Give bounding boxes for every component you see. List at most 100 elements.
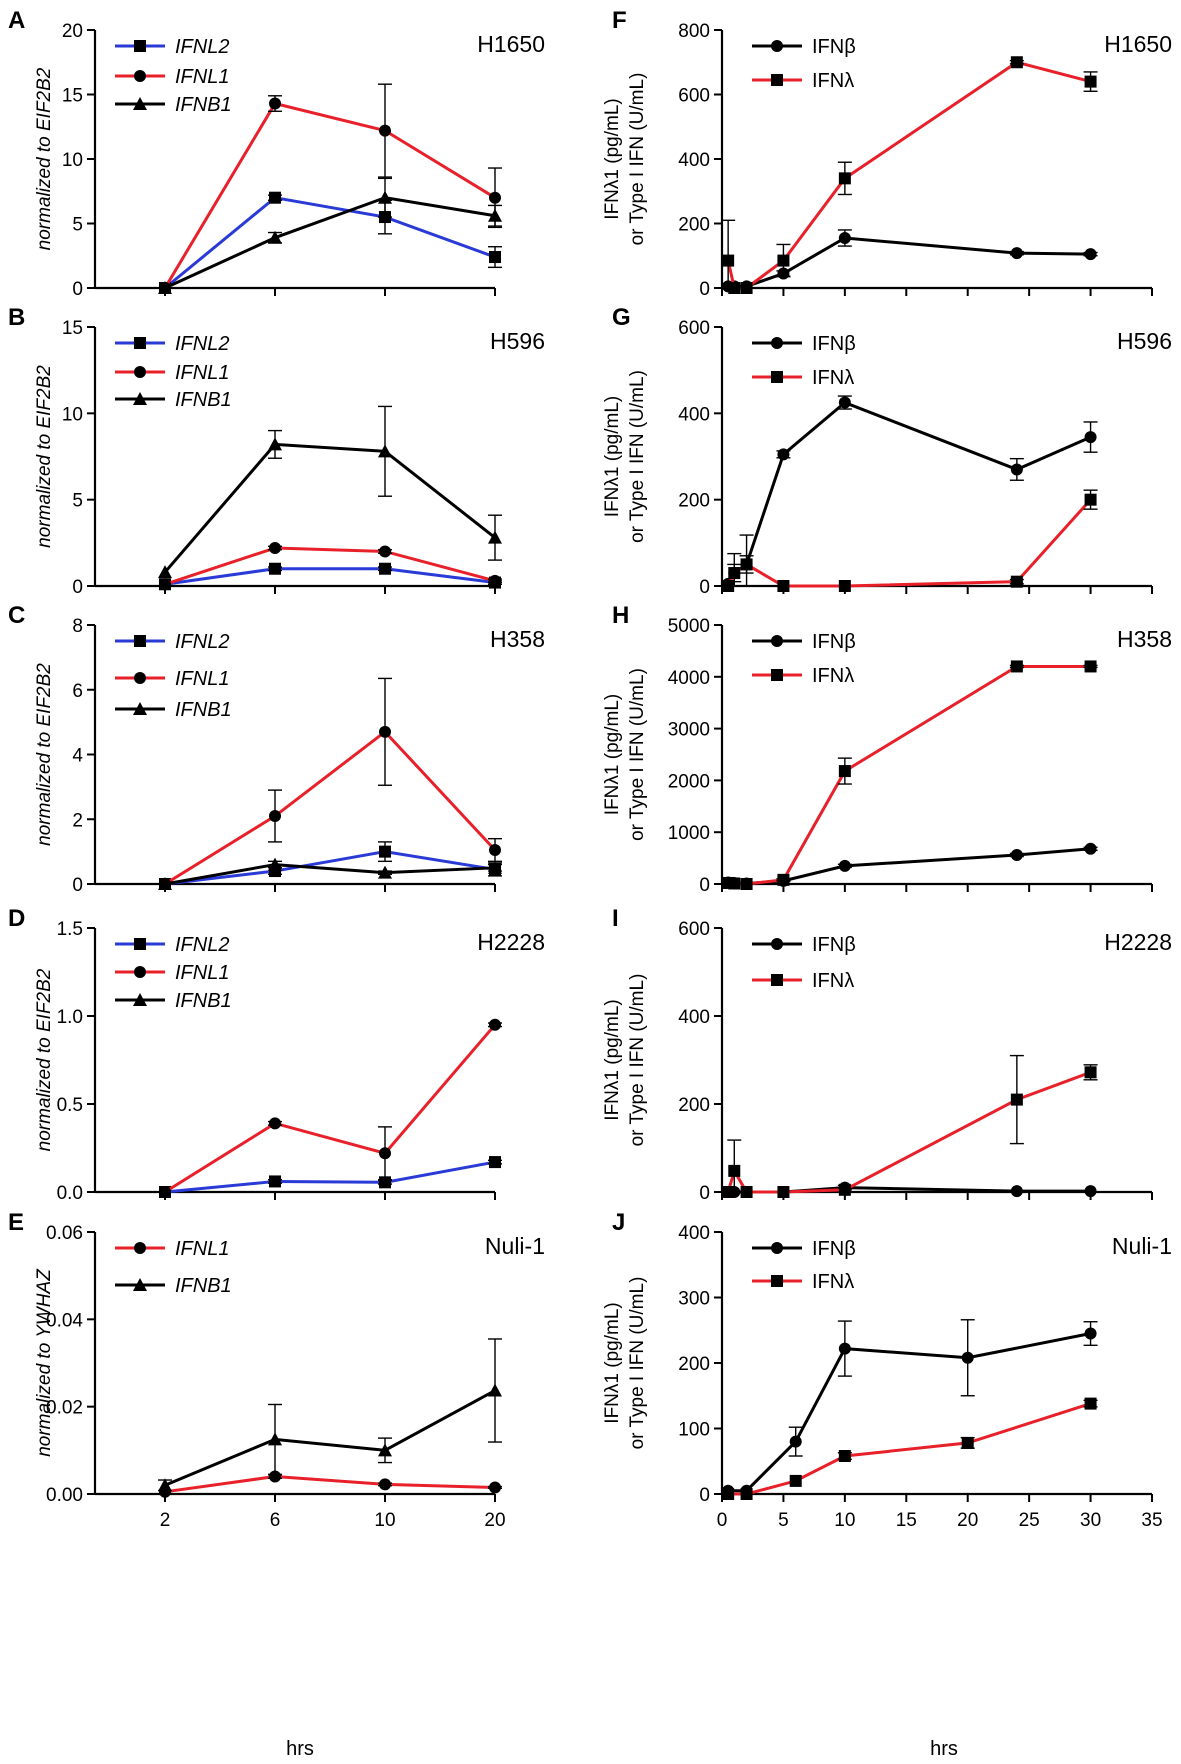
data-point [1084, 75, 1097, 88]
legend-marker [134, 1242, 146, 1254]
legend-label: IFNB1 [175, 699, 232, 721]
legend-label: IFNB1 [175, 94, 232, 116]
cell-line-label: H2228 [477, 929, 545, 955]
data-point [269, 1470, 281, 1483]
y-axis-label-line1: IFNλ1 (pg/mL) [602, 694, 623, 815]
panel-letter: H [612, 602, 629, 629]
data-point [1084, 842, 1097, 855]
series-line [726, 498, 1092, 588]
data-point [379, 845, 391, 858]
data-point [777, 580, 790, 592]
y-axis-label: normalized to EIF2B2 [34, 67, 55, 250]
data-point [1010, 463, 1023, 476]
y-axis-label: normalized to EIF2B2 [34, 663, 55, 846]
data-point [379, 124, 391, 137]
series-line [164, 729, 497, 886]
data-point [1010, 1185, 1023, 1198]
cell-line-label: Nuli-1 [485, 1233, 545, 1259]
y-tick-label: 15 [62, 86, 83, 107]
y-tick-label: 0 [699, 1485, 710, 1506]
data-point [269, 562, 281, 575]
data-point [489, 1481, 501, 1494]
data-point [777, 254, 790, 267]
series-ifnλ: IFNλ [722, 970, 1098, 1198]
y-axis-label-line2: or Type I IFN (U/mL) [627, 974, 648, 1147]
data-point [159, 578, 171, 591]
legend-marker [134, 672, 146, 684]
legend-marker [134, 635, 146, 647]
data-point [1084, 1066, 1097, 1079]
series-ifnl1: IFNL1 [115, 668, 502, 890]
y-axis-label-line1: IFNλ1 (pg/mL) [602, 98, 623, 219]
legend-label: IFNλ [812, 1271, 854, 1293]
series-ifnb1: IFNB1 [115, 990, 232, 1012]
x-tick-label: 30 [1080, 1510, 1101, 1531]
data-point [269, 542, 281, 555]
data-point [838, 580, 851, 592]
data-point [489, 1156, 501, 1169]
series-line [164, 567, 496, 586]
panel-d: D H2228 0.0 0.5 1.0 1.5 normalized to EIF2B2 IF… [8, 905, 545, 1204]
data-point [722, 254, 735, 267]
data-point [269, 1117, 281, 1130]
panel-i: I H2228 0 200 400 600 IFNλ1 (pg/mL) or Type I I… [602, 905, 1172, 1204]
legend-label: IFNL1 [175, 362, 229, 384]
data-point [728, 877, 741, 890]
data-point [1010, 848, 1023, 861]
series-ifnl2: IFNL2 [115, 631, 502, 890]
series-ifnl1: IFNL1 [115, 66, 502, 294]
panel-e: E Nuli-1 0.00 0.02 0.04 0.06 2 6 10 20 normalized … [8, 1209, 545, 1531]
legend-marker [134, 70, 146, 82]
legend-label: IFNβ [812, 631, 856, 653]
data-point [1084, 660, 1097, 673]
y-tick-label: 0 [699, 279, 710, 300]
x-tick-label: 20 [484, 1510, 505, 1531]
series-line [164, 1160, 496, 1194]
panel-letter: B [8, 304, 25, 331]
data-point [740, 1186, 753, 1198]
legend-marker [771, 74, 783, 86]
data-point [158, 565, 172, 579]
y-tick-label: 4000 [668, 668, 710, 689]
y-tick-label: 1000 [668, 823, 710, 844]
series-ifnl1: IFNL1 [115, 1238, 502, 1498]
series-line [728, 1332, 1091, 1493]
data-point [158, 281, 172, 294]
y-tick-label: 600 [678, 86, 710, 107]
y-tick-label: 1.0 [57, 1007, 83, 1028]
panel-letter: E [8, 1209, 24, 1236]
series-line [164, 1389, 496, 1487]
series-line [163, 442, 496, 574]
series-ifnλ: IFNλ [722, 1271, 1098, 1500]
series-line [164, 1475, 496, 1494]
y-tick-label: 6 [72, 681, 83, 702]
cell-line-label: H1650 [1104, 31, 1172, 57]
legend-label: IFNB1 [175, 990, 232, 1012]
x-tick-label: 6 [270, 1510, 281, 1531]
data-point [379, 1478, 391, 1491]
legend-marker [134, 966, 146, 978]
legend-label: IFNL2 [175, 333, 229, 355]
y-tick-label: 10 [62, 404, 83, 425]
y-tick-label: 0.00 [46, 1485, 83, 1506]
data-point [1084, 248, 1097, 261]
y-tick-label: 5 [72, 491, 83, 512]
data-point [488, 860, 502, 874]
y-tick-label: 0.02 [46, 1398, 83, 1419]
cell-line-label: H2228 [1104, 929, 1172, 955]
panel-c: C H358 0 2 4 6 8 normalized to EIF2B2 IFNL2 IFNL1… [8, 602, 545, 896]
data-point [488, 208, 502, 222]
series-line [728, 664, 1091, 886]
legend-marker [771, 938, 783, 950]
data-point [268, 857, 282, 871]
y-tick-label: 0 [72, 875, 83, 896]
legend-label: IFNL1 [175, 1238, 229, 1260]
y-tick-label: 200 [678, 1354, 710, 1375]
series-ifnl2: IFNL2 [115, 934, 502, 1198]
series-line [164, 196, 496, 290]
y-tick-label: 0.06 [46, 1223, 83, 1244]
series-ifnl1: IFNL1 [115, 962, 502, 1198]
legend-marker [134, 337, 146, 349]
